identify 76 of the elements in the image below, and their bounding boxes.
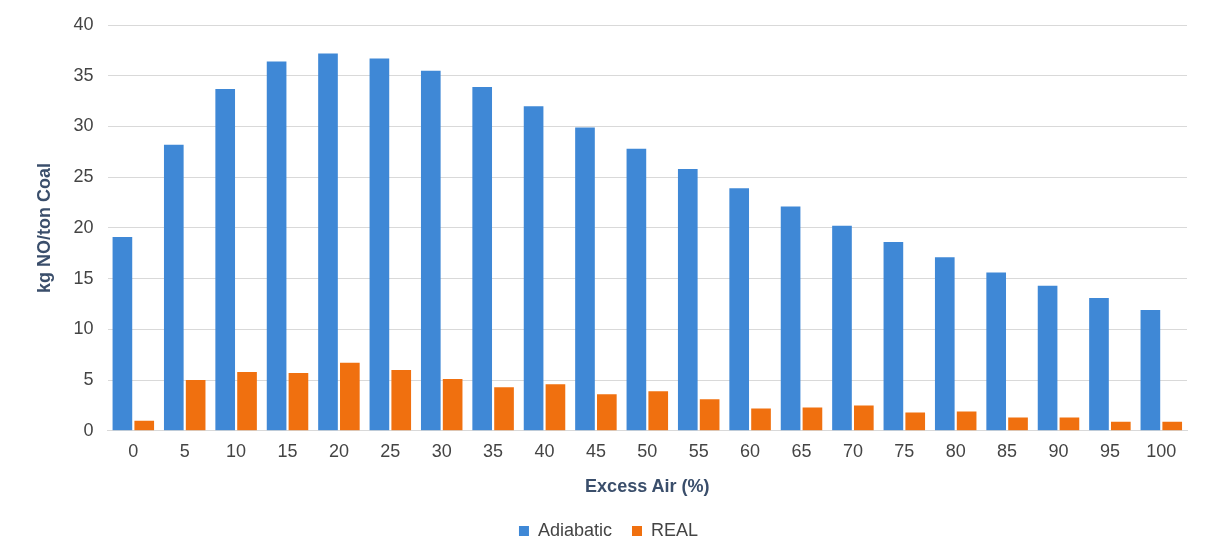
- bar: [1059, 417, 1080, 431]
- bar: [1008, 417, 1028, 431]
- x-tick-label: 55: [688, 440, 709, 461]
- bar: [626, 148, 647, 431]
- x-tick-label: 75: [894, 440, 915, 461]
- bar: [266, 61, 287, 431]
- bar: [185, 380, 206, 431]
- x-tick-label: 45: [585, 440, 606, 461]
- bar: [905, 412, 926, 431]
- bar: [340, 362, 360, 431]
- legend-label: Adiabatic: [537, 519, 613, 540]
- bar: [472, 86, 493, 431]
- x-tick-label: 95: [1099, 440, 1120, 461]
- bar: [442, 379, 463, 431]
- x-tick-label: 35: [483, 440, 504, 461]
- y-axis-title: kg NO/ton Coal: [33, 162, 54, 293]
- bar: [780, 206, 801, 431]
- bar: [751, 408, 771, 431]
- bar: [112, 237, 133, 431]
- bar: [883, 242, 904, 431]
- y-tick-label: 20: [73, 216, 94, 237]
- bar: [575, 127, 595, 431]
- bar: [391, 369, 412, 431]
- bar: [854, 405, 874, 431]
- bar: [545, 384, 566, 431]
- bar: [677, 169, 698, 431]
- bar: [1140, 310, 1161, 431]
- bar: [369, 58, 390, 431]
- bar: [163, 144, 184, 431]
- bar: [494, 387, 514, 431]
- legend-label: REAL: [651, 519, 699, 540]
- bar: [1162, 421, 1183, 431]
- bar: [215, 88, 236, 431]
- bar: [1089, 297, 1109, 431]
- bar: [1037, 285, 1058, 431]
- y-tick-label: 30: [73, 115, 94, 136]
- x-axis-title: Excess Air (%): [585, 476, 710, 497]
- bar: [597, 394, 617, 431]
- x-tick-label: 85: [997, 440, 1018, 461]
- bar: [318, 53, 338, 431]
- x-tick-label: 5: [179, 440, 190, 461]
- bar: [802, 407, 823, 431]
- x-tick-label: 25: [380, 440, 401, 461]
- x-tick-label: 70: [842, 440, 863, 461]
- y-tick-label: 15: [73, 267, 94, 288]
- x-tick-label: 30: [431, 440, 452, 461]
- x-tick-label: 90: [1048, 440, 1069, 461]
- x-tick-label: 60: [740, 440, 761, 461]
- x-tick-label: 0: [128, 440, 139, 461]
- bar: [986, 272, 1007, 431]
- bar: [237, 371, 257, 431]
- bar: [699, 399, 720, 431]
- y-tick-label: 0: [83, 419, 94, 440]
- bar: [648, 391, 669, 431]
- x-tick-label: 20: [328, 440, 349, 461]
- x-tick-label: 80: [945, 440, 966, 461]
- x-tick-label: 65: [791, 440, 812, 461]
- y-tick-label: 25: [73, 166, 94, 187]
- bar: [934, 257, 955, 431]
- x-tick-label: 40: [534, 440, 555, 461]
- bar: [288, 372, 309, 431]
- bar: [956, 411, 977, 431]
- y-tick-label: 40: [73, 13, 94, 34]
- x-tick-label: 100: [1146, 440, 1177, 461]
- y-tick-label: 5: [83, 369, 94, 390]
- x-tick-label: 50: [637, 440, 658, 461]
- bar: [1110, 421, 1131, 431]
- y-tick-label: 35: [73, 64, 94, 85]
- bar: [420, 70, 441, 431]
- x-tick-label: 15: [277, 440, 298, 461]
- x-tick-label: 10: [226, 440, 247, 461]
- bar: [832, 225, 852, 431]
- y-tick-label: 10: [73, 318, 94, 339]
- bar: [729, 188, 750, 431]
- bar: [134, 420, 155, 431]
- bar: [523, 106, 544, 431]
